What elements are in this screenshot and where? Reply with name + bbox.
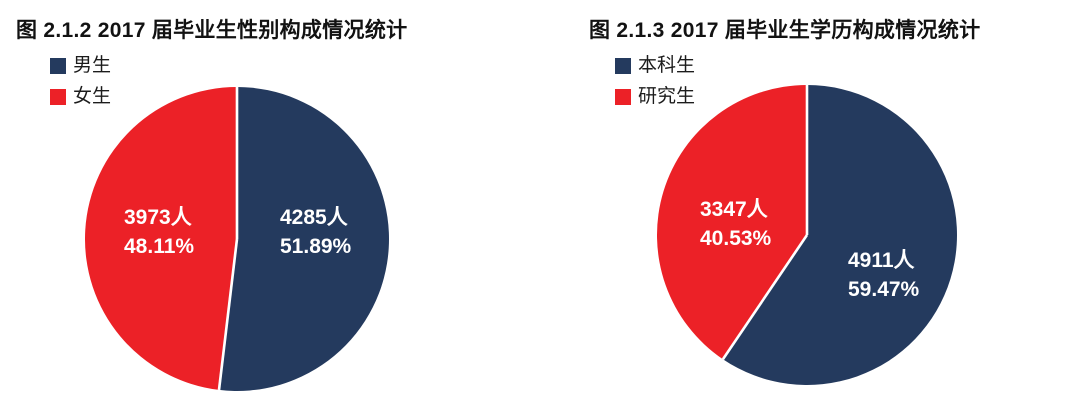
slice-count-undergraduate: 4911人	[848, 249, 915, 272]
slice-percent-male: 51.89%	[280, 235, 352, 258]
pie-chart-degree	[657, 85, 957, 385]
chart-title-gender: 图 2.1.2 2017 届毕业生性别构成情况统计	[16, 19, 408, 42]
slice-count-postgraduate: 3347人	[700, 198, 768, 221]
chart-title-degree: 图 2.1.3 2017 届毕业生学历构成情况统计	[589, 19, 981, 42]
legend-label-male: 男生	[73, 55, 112, 76]
legend-item-male: 男生	[50, 55, 112, 76]
legend-degree: 本科生 研究生	[615, 55, 696, 119]
legend-swatch-male	[50, 57, 66, 74]
gender-chart-panel: 图 2.1.2 2017 届毕业生性别构成情况统计 男生 女生 3973人 48…	[16, 19, 408, 391]
legend-gender: 男生 女生	[50, 55, 112, 119]
pie-chart-gender	[85, 87, 389, 391]
legend-label-postgraduate: 研究生	[638, 86, 696, 107]
slice-label-male: 4285人 51.89%	[280, 203, 351, 261]
slice-percent-postgraduate: 40.53%	[700, 227, 772, 250]
slice-percent-female: 48.11%	[124, 235, 195, 258]
legend-label-female: 女生	[73, 86, 112, 107]
degree-chart-panel: 图 2.1.3 2017 届毕业生学历构成情况统计 本科生 研究生 3347人 …	[543, 0, 1086, 400]
slice-label-postgraduate: 3347人 40.53%	[700, 195, 771, 253]
legend-item-postgraduate: 研究生	[615, 86, 696, 107]
legend-item-undergraduate: 本科生	[615, 55, 696, 76]
slice-label-female: 3973人 48.11%	[124, 203, 194, 261]
legend-label-undergraduate: 本科生	[638, 55, 696, 76]
legend-swatch-postgraduate	[615, 88, 631, 105]
slice-label-undergraduate: 4911人 59.47%	[848, 246, 919, 304]
legend-swatch-undergraduate	[615, 57, 631, 74]
legend-swatch-female	[50, 88, 66, 105]
legend-item-female: 女生	[50, 86, 112, 107]
slice-count-female: 3973人	[124, 206, 192, 229]
slice-count-male: 4285人	[280, 206, 348, 229]
slice-percent-undergraduate: 59.47%	[848, 278, 920, 301]
